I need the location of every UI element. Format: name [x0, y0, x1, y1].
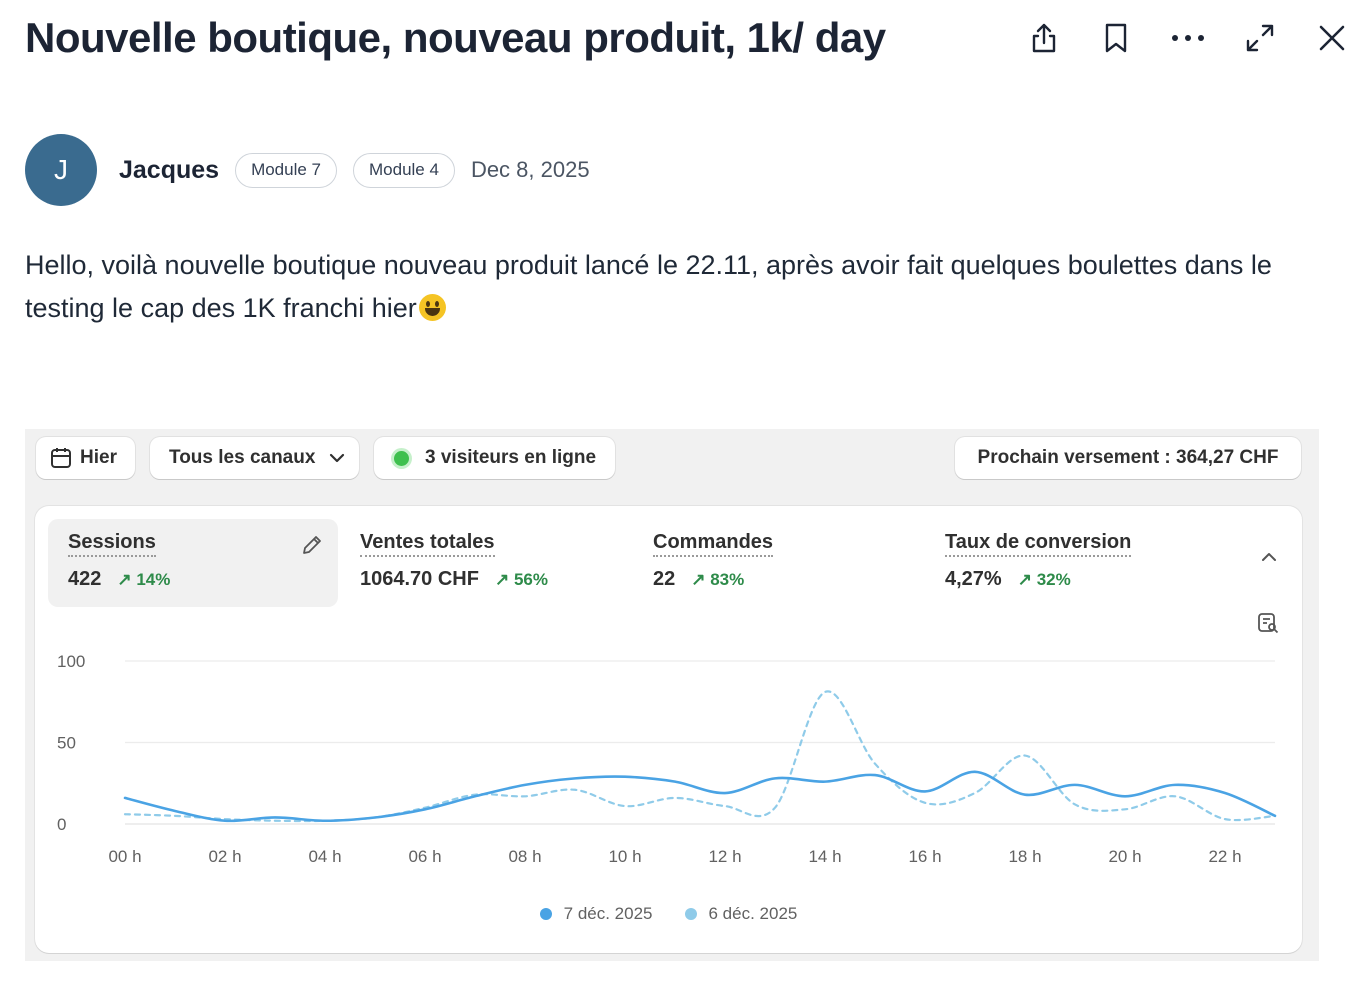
sessions-chart: 0 50 100 00 h 02 h 04 h 06 h 08 h 10 h 12 h 14 h 16… — [57, 652, 1277, 866]
metric-value: 422 — [68, 568, 102, 590]
metric-total-sales[interactable]: Ventes totales 1064.70 CHF ↗ 56% — [340, 519, 620, 607]
more-icon[interactable] — [1170, 20, 1206, 56]
legend-label-current: 7 déc. 2025 — [563, 904, 653, 923]
legend-label-previous: 6 déc. 2025 — [708, 904, 798, 923]
x-tick-label: 14 h — [808, 847, 841, 866]
metric-change: ↗ 32% — [1017, 569, 1071, 589]
metric-conversion[interactable]: Taux de conversion 4,27% ↗ 32% — [925, 519, 1205, 607]
metric-change: ↗ 83% — [691, 569, 745, 589]
online-visitors-button[interactable]: 3 visiteurs en ligne — [374, 437, 615, 479]
metric-orders[interactable]: Commandes 22 ↗ 83% — [633, 519, 913, 607]
metrics-card: Sessions 422 ↗ 14% Ventes totales 1064.70… — [35, 506, 1302, 953]
post-title: Nouvelle boutique, nouveau produit, 1k/ … — [25, 14, 886, 61]
close-icon[interactable] — [1314, 20, 1350, 56]
series-line-previous[interactable] — [123, 690, 1277, 823]
y-tick-label: 100 — [57, 652, 85, 671]
metric-value: 1064.70 CHF — [360, 568, 479, 590]
payout-label: Prochain versement : 364,27 CHF — [977, 447, 1279, 468]
metric-sessions[interactable]: Sessions 422 ↗ 14% — [48, 519, 338, 607]
metric-value: 22 — [653, 568, 676, 590]
metric-change: ↗ 56% — [494, 569, 548, 589]
x-tick-label: 18 h — [1008, 847, 1041, 866]
author-name[interactable]: Jacques — [119, 155, 220, 184]
post-body: Hello, voilà nouvelle boutique nouveau p… — [25, 244, 1285, 330]
calendar-icon — [51, 448, 71, 468]
chart-legend: 7 déc. 2025 6 déc. 2025 — [35, 904, 1302, 924]
chevron-up-icon[interactable] — [1261, 552, 1277, 562]
metric-label: Taux de conversion — [945, 531, 1132, 557]
metric-change: ↗ 14% — [117, 569, 171, 589]
date-button-label: Hier — [80, 447, 117, 468]
chart-search-icon[interactable] — [1257, 612, 1279, 634]
metric-value: 4,27% — [945, 568, 1002, 590]
metric-label: Ventes totales — [360, 531, 495, 557]
x-tick-label: 02 h — [208, 847, 241, 866]
x-tick-label: 12 h — [708, 847, 741, 866]
post-actions — [1026, 20, 1350, 56]
chevron-down-icon — [329, 453, 345, 463]
channels-label: Tous les canaux — [169, 447, 316, 468]
x-tick-label: 08 h — [508, 847, 541, 866]
x-tick-label: 22 h — [1208, 847, 1241, 866]
post-body-text: Hello, voilà nouvelle boutique nouveau p… — [25, 250, 1272, 323]
x-tick-label: 20 h — [1108, 847, 1141, 866]
bookmark-icon[interactable] — [1098, 20, 1134, 56]
online-visitors-label: 3 visiteurs en ligne — [425, 447, 597, 468]
x-tick-label: 00 h — [108, 847, 141, 866]
tag-module-4[interactable]: Module 4 — [353, 152, 455, 188]
x-tick-label: 10 h — [608, 847, 641, 866]
pencil-icon[interactable] — [300, 533, 324, 557]
tag-module-7[interactable]: Module 7 — [235, 152, 337, 188]
legend-item-previous[interactable]: 6 déc. 2025 — [684, 904, 798, 924]
expand-icon[interactable] — [1242, 20, 1278, 56]
x-tick-label: 06 h — [408, 847, 441, 866]
metric-label: Commandes — [653, 531, 774, 557]
legend-item-current[interactable]: 7 déc. 2025 — [539, 904, 653, 924]
grinning-face-emoji-icon — [418, 294, 446, 321]
x-tick-label: 16 h — [908, 847, 941, 866]
metric-label: Sessions — [68, 531, 156, 557]
y-tick-label: 50 — [57, 734, 76, 753]
post-date: Dec 8, 2025 — [470, 157, 590, 182]
date-button[interactable]: Hier — [36, 437, 135, 479]
share-icon[interactable] — [1026, 20, 1062, 56]
avatar[interactable]: J — [25, 134, 97, 206]
series-line-current[interactable] — [123, 770, 1277, 823]
legend-dot-current — [539, 908, 552, 920]
payout-button[interactable]: Prochain versement : 364,27 CHF — [955, 437, 1301, 479]
online-status-icon — [394, 450, 409, 466]
y-tick-label: 0 — [57, 815, 66, 834]
legend-dot-previous — [684, 908, 697, 920]
x-tick-label: 04 h — [308, 847, 341, 866]
analytics-screenshot: Hier Tous les canaux 3 visiteurs en lign… — [25, 429, 1319, 961]
author-row: J Jacques Module 7 Module 4 Dec 8, 2025 — [25, 134, 590, 206]
channels-dropdown[interactable]: Tous les canaux — [150, 437, 359, 479]
